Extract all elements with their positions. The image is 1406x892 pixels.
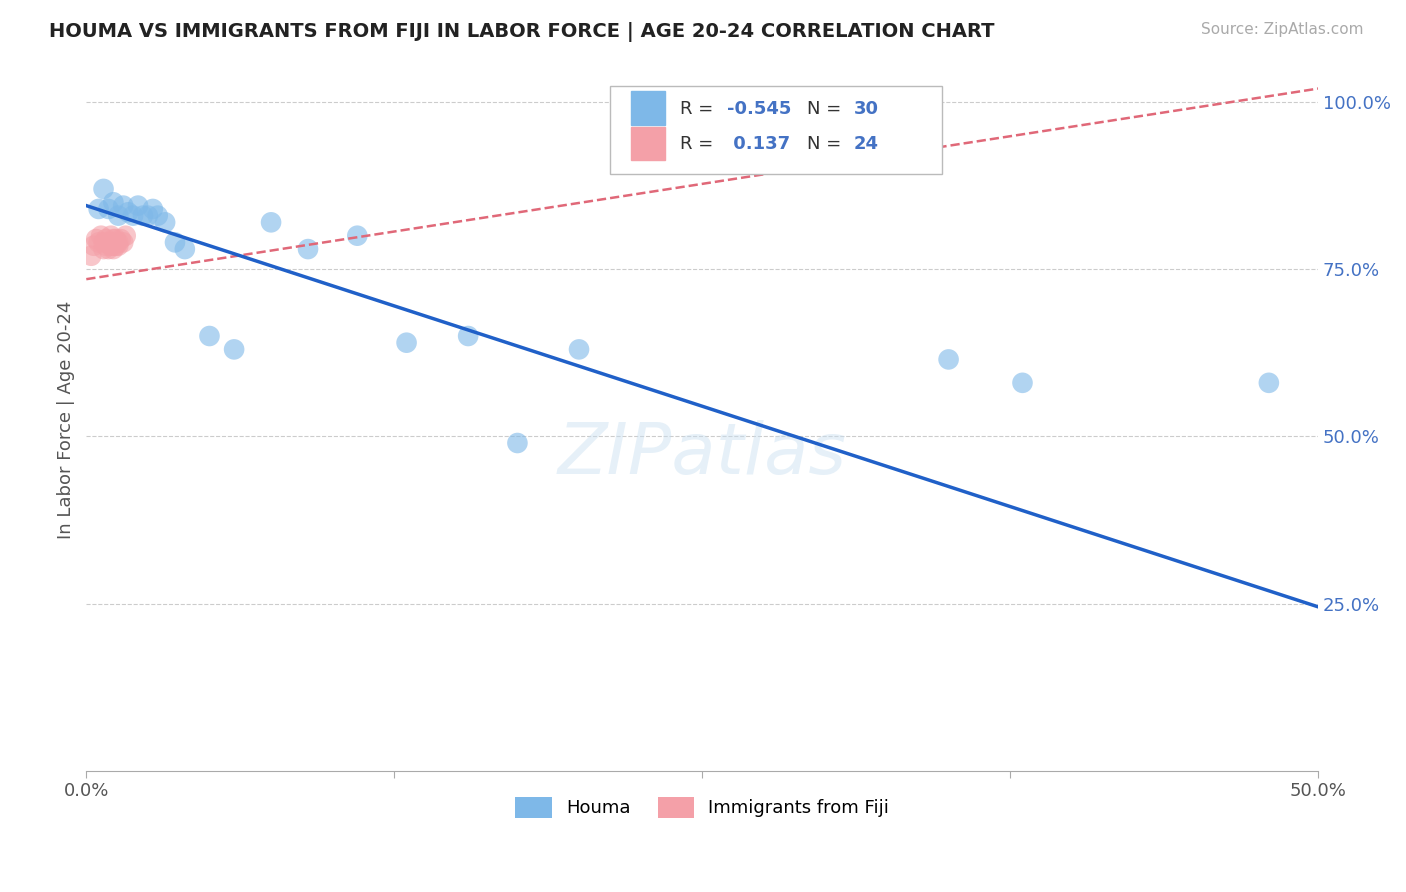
Point xyxy=(80,249,103,263)
Text: R =: R = xyxy=(681,136,718,153)
Text: HOUMA VS IMMIGRANTS FROM FIJI IN LABOR FORCE | AGE 20-24 CORRELATION CHART: HOUMA VS IMMIGRANTS FROM FIJI IN LABOR F… xyxy=(49,22,994,42)
Point xyxy=(630,95,652,109)
FancyBboxPatch shape xyxy=(610,86,942,174)
Point xyxy=(198,329,221,343)
Point xyxy=(260,215,283,229)
FancyBboxPatch shape xyxy=(631,127,665,161)
Point xyxy=(107,238,129,252)
Text: N =: N = xyxy=(807,136,846,153)
Point xyxy=(142,202,165,216)
Point xyxy=(163,235,186,250)
Text: ZIPatlas: ZIPatlas xyxy=(558,420,846,489)
Point xyxy=(103,238,125,252)
Point xyxy=(97,202,120,216)
Point xyxy=(506,436,529,450)
Point xyxy=(146,209,169,223)
Point xyxy=(112,235,135,250)
Point xyxy=(100,238,122,252)
Point xyxy=(122,209,145,223)
Point xyxy=(1011,376,1033,390)
Point xyxy=(103,232,125,246)
FancyBboxPatch shape xyxy=(631,91,665,125)
Point xyxy=(107,235,129,250)
Point xyxy=(94,238,117,252)
Point xyxy=(173,242,195,256)
Point xyxy=(100,228,122,243)
Point xyxy=(97,235,120,250)
Point xyxy=(84,232,107,246)
Point xyxy=(93,235,115,250)
Text: R =: R = xyxy=(681,100,718,118)
Point xyxy=(765,95,787,109)
Point xyxy=(457,329,479,343)
Point xyxy=(100,235,122,250)
Point xyxy=(97,242,120,256)
Point xyxy=(136,209,159,223)
Point xyxy=(93,242,115,256)
Y-axis label: In Labor Force | Age 20-24: In Labor Force | Age 20-24 xyxy=(58,301,75,539)
Point xyxy=(103,195,125,210)
Point xyxy=(297,242,319,256)
Point xyxy=(938,352,960,367)
Text: Source: ZipAtlas.com: Source: ZipAtlas.com xyxy=(1201,22,1364,37)
Point xyxy=(117,205,139,219)
Point xyxy=(104,232,127,246)
Point xyxy=(107,209,129,223)
Point xyxy=(83,238,105,252)
Legend: Houma, Immigrants from Fiji: Houma, Immigrants from Fiji xyxy=(508,789,896,825)
Point xyxy=(395,335,418,350)
Point xyxy=(568,343,591,357)
Point xyxy=(94,232,117,246)
Point xyxy=(103,242,125,256)
Point xyxy=(112,199,135,213)
Point xyxy=(1257,376,1279,390)
Point xyxy=(87,202,110,216)
Point xyxy=(346,228,368,243)
Point xyxy=(114,228,136,243)
Point xyxy=(90,228,112,243)
Point xyxy=(224,343,246,357)
Text: -0.545: -0.545 xyxy=(727,100,792,118)
Text: N =: N = xyxy=(807,100,846,118)
Point xyxy=(132,209,155,223)
Text: 30: 30 xyxy=(853,100,879,118)
Point xyxy=(87,235,110,250)
Point xyxy=(93,182,115,196)
Point xyxy=(127,199,149,213)
Point xyxy=(110,232,132,246)
Point xyxy=(104,238,127,252)
Text: 24: 24 xyxy=(853,136,879,153)
Point xyxy=(153,215,176,229)
Text: 0.137: 0.137 xyxy=(727,136,790,153)
